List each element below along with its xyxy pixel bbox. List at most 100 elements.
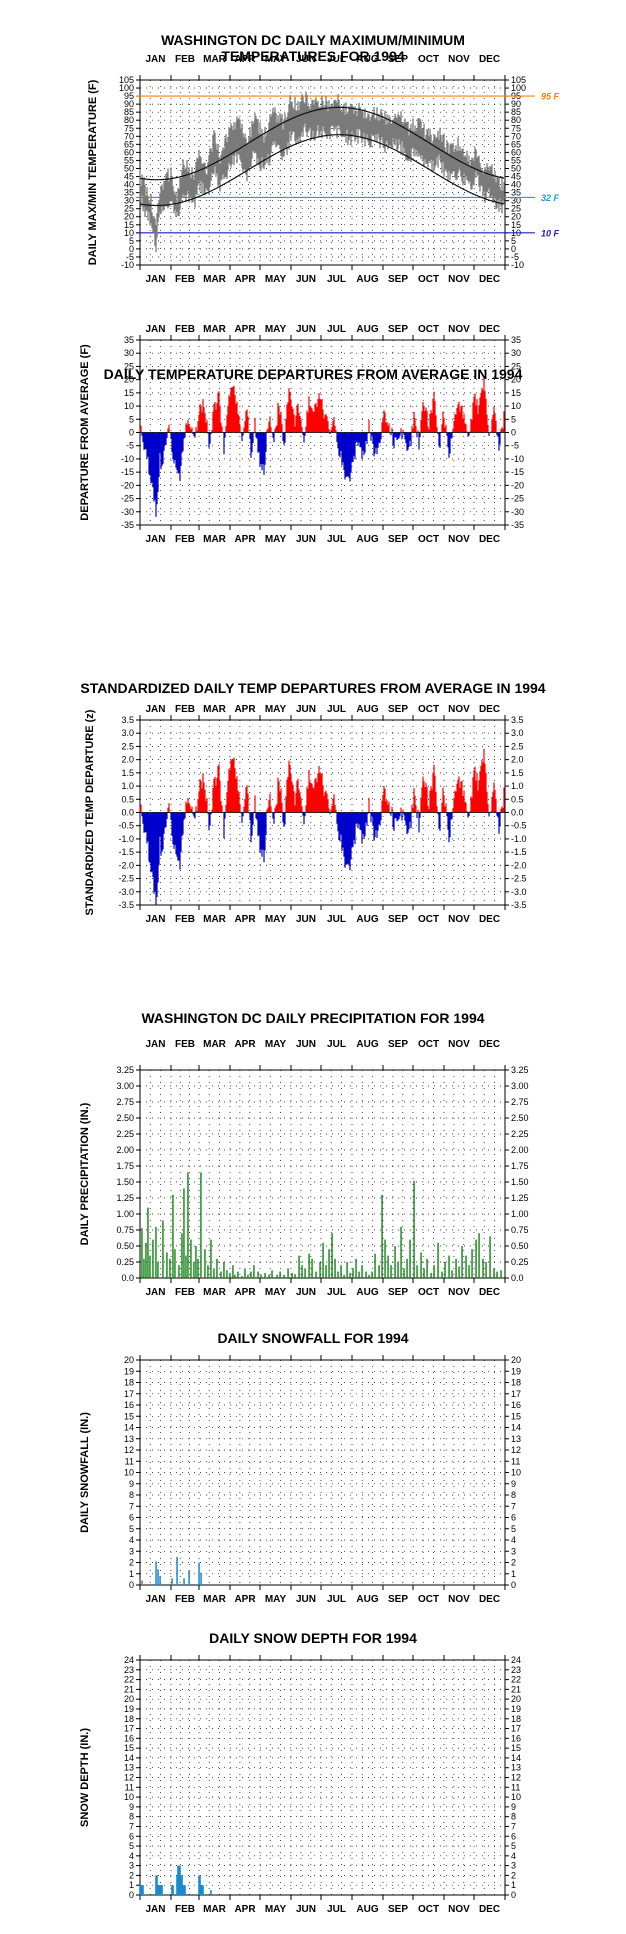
bar [145,1242,147,1278]
y-tick-label-left: 95 [124,91,134,101]
bar [241,1276,243,1278]
month-label-top: SEP [388,54,408,65]
bar [141,1885,143,1895]
bar [152,1239,154,1278]
y-tick-label-left: 55 [124,155,134,165]
month-label-top: JAN [145,54,165,65]
month-label-bottom: AUG [356,534,378,545]
y-tick-label-right: 18 [511,1378,521,1388]
chart-title-departure: DAILY TEMPERATURE DEPARTURES FROM AVERAG… [103,366,523,382]
departure-chart: -35 -35 -30 -30 -25 -25 -20 -20 -15 -15 -10 -10 -5 -5… [79,324,524,545]
y-tick-label-right: 60 [511,147,521,157]
month-label-bottom: DEC [479,1287,500,1298]
bar [355,1258,357,1278]
bar [291,1272,293,1278]
y-tick-label-right: 3 [511,1546,516,1556]
month-label-bottom: OCT [418,914,439,925]
month-label-top: JAN [145,324,165,335]
bar [143,1258,145,1278]
y-tick-label-left: 3 [129,1861,134,1871]
y-tick-label-right: 0.0 [511,1273,524,1283]
bar [461,1246,463,1278]
y-tick-label-left: 8 [129,1490,134,1500]
y-tick-label-right: 1.75 [511,1161,529,1171]
bar [371,1271,373,1278]
y-tick-label-left: 40 [124,180,134,190]
reference-line-label: 10 F [541,228,560,238]
y-tick-label-left: 25 [124,361,134,371]
month-label-bottom: OCT [418,1904,439,1915]
bar [182,1885,184,1895]
y-tick-label-left: 19 [124,1704,134,1714]
bar [180,1875,182,1895]
y-tick-label-left: 3 [129,1546,134,1556]
y-tick-label-right: 7 [511,1501,516,1511]
month-label-bottom: FEB [175,534,195,545]
month-label-bottom: JAN [145,1594,165,1605]
y-tick-label-left: 80 [124,115,134,125]
bar [496,1271,498,1278]
month-label-bottom: MAR [203,534,227,545]
bar [264,1272,266,1278]
y-tick-label-left: 2.0 [121,755,134,765]
bar [200,1885,202,1895]
y-tick-label-left: -15 [121,467,134,477]
chart-title-temperatures: WASHINGTON DC DAILY MAXIMUM/MINIMUM TEMP… [161,32,465,64]
y-tick-label-right: 65 [511,139,521,149]
bar [156,1875,158,1895]
bar [279,1271,281,1278]
bar [468,1265,470,1278]
y-tick-label-left: 1 [129,1880,134,1890]
month-label-bottom: JAN [145,534,165,545]
month-label-bottom: JUL [327,534,346,545]
month-label-top: FEB [175,704,195,715]
y-tick-label-right: -2.0 [511,860,527,870]
y-tick-label-right: 21 [511,1684,521,1694]
bar [159,1576,161,1585]
month-label-bottom: JUL [327,1287,346,1298]
y-tick-label-right: 19 [511,1704,521,1714]
y-tick-label-left: 15 [124,1411,134,1421]
month-label-bottom: FEB [175,1904,195,1915]
y-tick-label-right: 17 [511,1724,521,1734]
month-label-top: JAN [145,704,165,715]
y-tick-label-right: 3.0 [511,728,524,738]
month-label-top: MAY [265,704,287,715]
y-tick-label-left: 13 [124,1763,134,1773]
y-tick-label-right: 11 [511,1782,520,1792]
y-axis-title: SNOW DEPTH (IN.) [79,1728,91,1827]
panel-precipitation: WASHINGTON DC DAILY PRECIPITATION FOR 19… [0,1010,626,1330]
bar [368,1274,370,1278]
daily-range-bars [139,91,505,253]
y-tick-label-left: 90 [124,99,134,109]
y-tick-label-right: 3.5 [511,715,524,725]
y-tick-label-right: 9 [511,1479,516,1489]
month-label-top: FEB [175,1039,195,1050]
y-tick-label-left: 16 [124,1733,134,1743]
month-label-bottom: APR [234,534,256,545]
y-tick-label-left: 12 [124,1445,134,1455]
month-label-bottom: MAR [203,914,227,925]
panel-temperatures: WASHINGTON DC DAILY MAXIMUM/MINIMUM TEMP… [0,0,626,300]
bar [465,1255,467,1278]
bar [271,1270,273,1278]
y-tick-label-left: 30 [124,348,134,358]
bar [343,1274,345,1278]
month-label-top: MAR [203,324,227,335]
y-tick-label-right: 2.5 [511,741,524,751]
bar [478,1233,480,1278]
y-tick-label-right: 45 [511,172,521,182]
bar [200,1572,202,1585]
y-tick-label-right: 15 [511,1411,521,1421]
bar [157,1262,159,1278]
y-tick-label-right: -35 [511,520,524,530]
y-tick-label-left: -20 [121,480,134,490]
y-tick-label-right: 5 [511,236,516,246]
month-label-top: APR [234,324,256,335]
bar [301,1265,303,1278]
panel-standardized: STANDARDIZED DAILY TEMP DEPARTURES FROM … [0,680,626,1010]
y-tick-label-right: 35 [511,335,521,345]
y-tick-label-right: 85 [511,107,521,117]
y-tick-label-left: 20 [124,1355,134,1365]
